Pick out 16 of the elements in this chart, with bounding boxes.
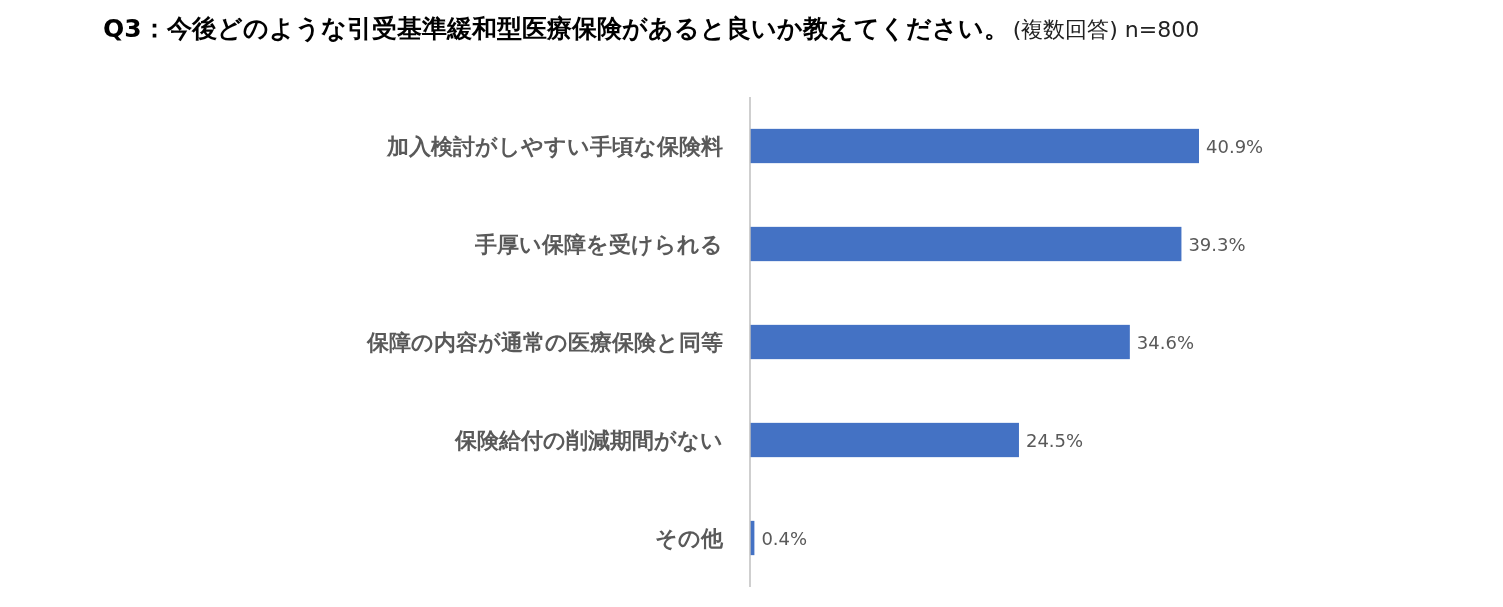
bar [750,128,1199,164]
y-tick-label: 保険給付の削減期間がない [454,428,723,453]
subtitle: (複数回答) n=800 [1012,17,1200,42]
y-tick-label: 保障の内容が通常の医療保険と同等 [366,330,723,355]
y-tick-label: 手厚い保障を受けられる [474,232,723,257]
title: Q3：今後どのような引受基準緩和型医療保険があると良いか教えてください。 [103,14,1009,43]
data-label: 0.4% [761,528,808,549]
bar [750,324,1130,360]
data-label: 40.9% [1206,136,1264,157]
data-label: 24.5% [1025,430,1084,451]
data-label: 39.3% [1188,234,1246,255]
bar [750,226,1182,262]
y-tick-label: 加入検討がしやすい手頃な保険料 [386,134,723,159]
y-tick-label: その他 [655,526,724,551]
bar [750,422,1019,458]
data-label: 34.6% [1136,332,1195,353]
